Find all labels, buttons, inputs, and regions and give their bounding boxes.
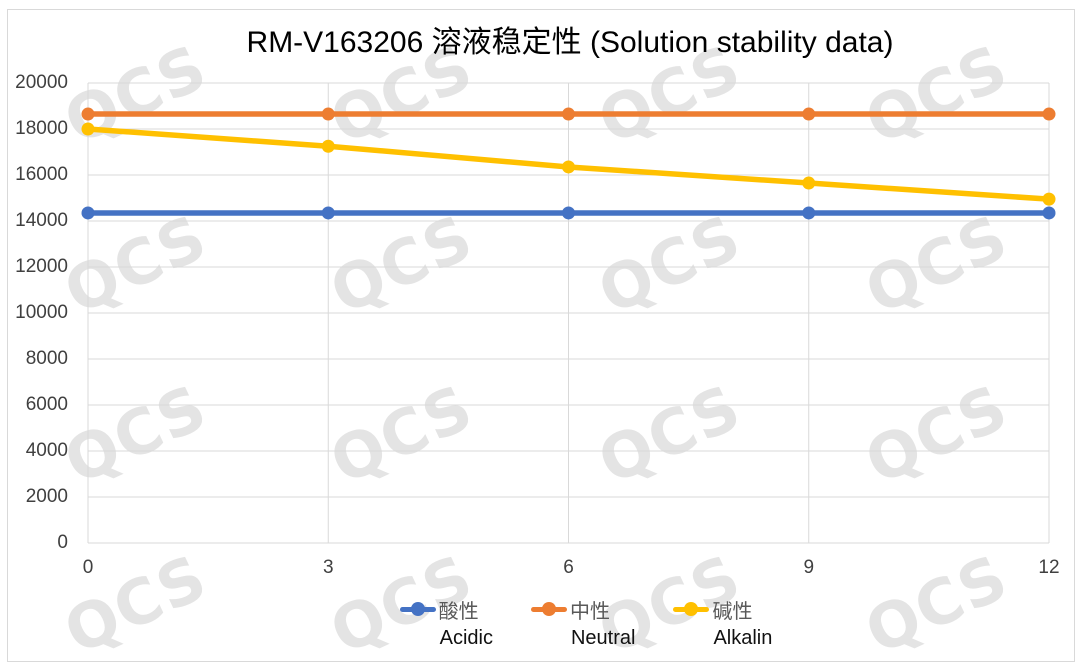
series-point-alkalin xyxy=(81,122,95,136)
series-point-acidic xyxy=(802,206,816,220)
legend-dot xyxy=(541,602,556,616)
y-tick-label: 2000 xyxy=(25,486,68,507)
y-tick-label: 18000 xyxy=(15,118,68,139)
x-tick-label: 12 xyxy=(1038,557,1060,578)
y-tick-label: 16000 xyxy=(15,164,68,185)
legend-marker-row: 碱性 xyxy=(673,599,772,623)
series-point-acidic xyxy=(321,206,335,220)
legend-line-marker-icon xyxy=(399,602,436,616)
legend-label-en: Acidic xyxy=(439,627,493,649)
y-tick-label: 8000 xyxy=(25,348,68,369)
legend-item-alkalin: 碱性 Alkalin xyxy=(673,599,772,650)
series-point-alkalin xyxy=(802,176,816,190)
series-point-acidic xyxy=(1042,206,1056,220)
legend-item-acidic: 酸性 Acidic xyxy=(399,599,493,650)
chart-title: RM-V163206 溶液稳定性 (Solution stability dat… xyxy=(246,26,894,59)
series-point-alkalin xyxy=(562,160,575,174)
series-point-neutral xyxy=(562,107,575,121)
series-point-neutral xyxy=(321,107,335,121)
y-tick-label: 20000 xyxy=(15,72,68,93)
legend-label-en: Neutral xyxy=(570,627,636,649)
legend-label-en: Alkalin xyxy=(713,627,773,649)
legend-line-marker-icon xyxy=(530,602,567,616)
chart-legend: 酸性 Acidic 中性 Neutral 碱性 Alkalin xyxy=(46,599,1080,650)
legend-dot xyxy=(410,602,425,616)
legend-marker-row: 酸性 xyxy=(399,599,493,623)
y-tick-label: 0 xyxy=(57,532,68,553)
series-point-neutral xyxy=(1042,107,1056,121)
x-tick-label: 9 xyxy=(803,557,815,578)
x-tick-label: 6 xyxy=(563,557,574,578)
series-point-neutral xyxy=(81,107,95,121)
series-point-neutral xyxy=(802,107,816,121)
series-point-acidic xyxy=(81,206,95,220)
y-tick-label: 14000 xyxy=(15,210,68,231)
cell-border xyxy=(7,9,1075,662)
x-tick-label: 0 xyxy=(82,557,94,578)
y-tick-label: 6000 xyxy=(25,394,68,415)
legend-label-cn: 中性 xyxy=(569,600,610,623)
series-point-acidic xyxy=(562,206,575,220)
y-tick-label: 10000 xyxy=(15,302,68,323)
legend-label-cn: 酸性 xyxy=(438,600,479,623)
legend-label-cn: 碱性 xyxy=(712,600,753,623)
legend-item-neutral: 中性 Neutral xyxy=(530,599,636,650)
legend-line-marker-icon xyxy=(673,602,710,616)
series-point-alkalin xyxy=(321,139,335,153)
x-tick-label: 3 xyxy=(322,557,334,578)
series-point-alkalin xyxy=(1042,192,1056,206)
legend-marker-row: 中性 xyxy=(530,599,635,623)
legend-dot xyxy=(684,602,699,616)
y-tick-label: 4000 xyxy=(25,440,68,461)
y-tick-label: 12000 xyxy=(15,256,68,277)
